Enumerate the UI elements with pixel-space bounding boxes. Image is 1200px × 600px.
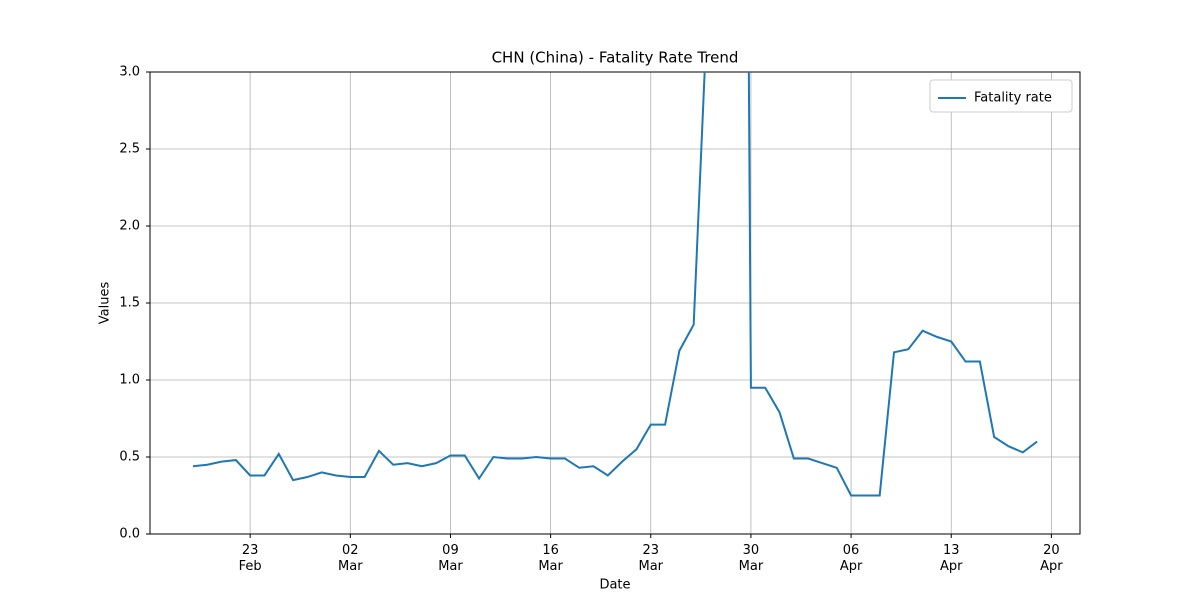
y-tick-label: 1.5 [119,296,140,311]
chart-title: CHN (China) - Fatality Rate Trend [492,49,739,67]
x-tick-label: 23 Mar [638,543,664,574]
plot-frame [149,71,1081,535]
legend-label: Fatality rate [974,91,1052,106]
x-tick-label: 20 Apr [1040,543,1063,574]
y-tick-label: 2.0 [119,219,140,234]
x-tick-label: 30 Mar [738,543,764,574]
x-tick-label: 09 Mar [438,543,463,574]
legend: Fatality rate [929,79,1073,113]
x-tick-label: 16 Mar [538,543,563,574]
y-tick-label: 1.0 [119,373,140,388]
y-tick-label: 0.0 [119,527,140,542]
y-axis-label: Values [98,282,113,325]
y-tick-label: 2.5 [119,142,140,157]
x-tick-label: 06 Apr [839,543,863,574]
y-tick-label: 0.5 [119,450,140,465]
data-line [192,72,1038,497]
x-tick-label: 23 Feb [238,543,262,574]
x-tick-label: 02 Mar [338,543,363,574]
x-axis-label: Date [599,578,630,593]
x-tick-label: 13 Apr [939,543,963,574]
legend-box [929,79,1073,113]
y-tick-label: 3.0 [119,65,140,80]
